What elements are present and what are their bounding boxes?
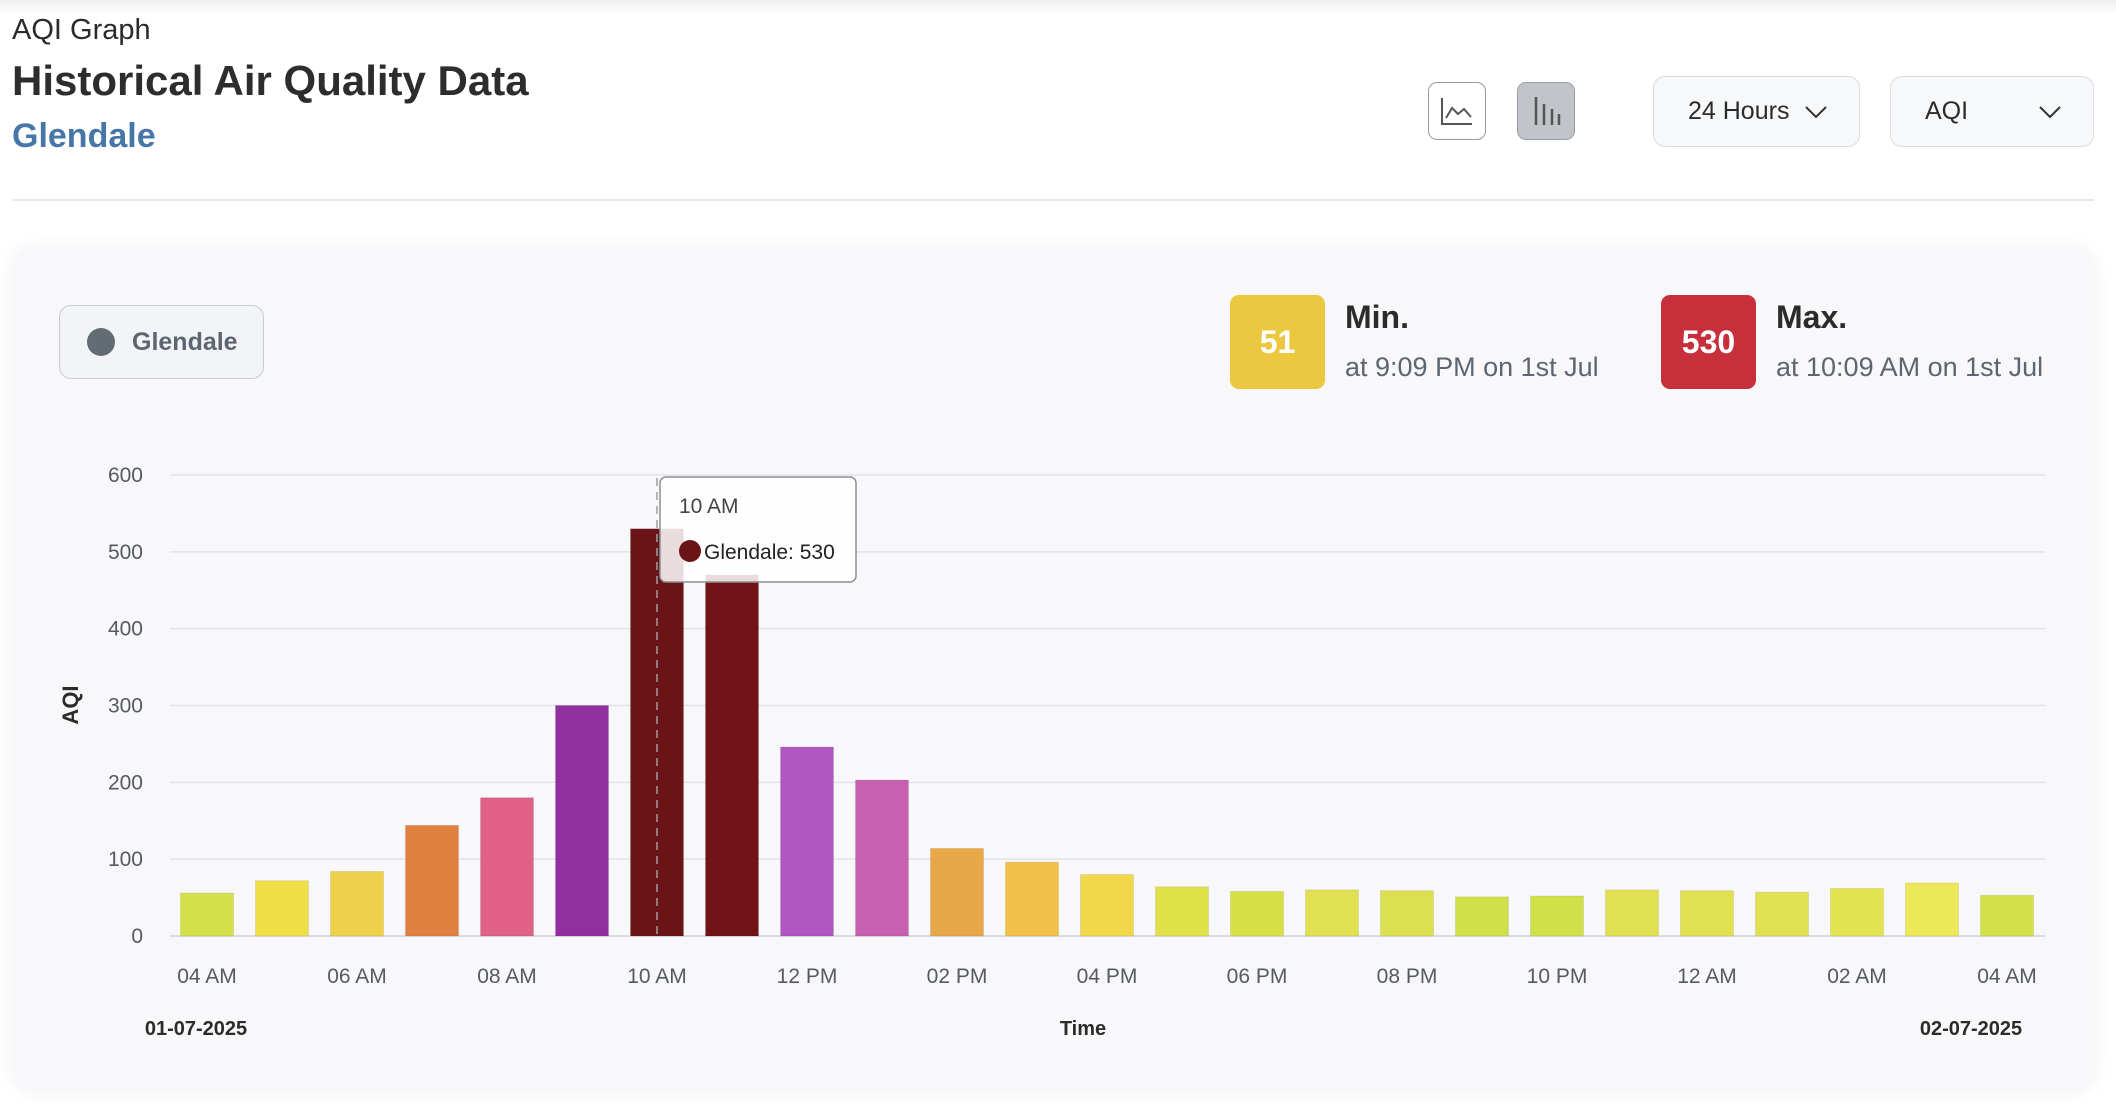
location-title: Glendale — [12, 117, 156, 155]
line-view-button[interactable] — [1428, 82, 1486, 140]
bar[interactable] — [1305, 889, 1359, 937]
x-tick-label: 10 PM — [1527, 965, 1588, 988]
bar[interactable] — [1080, 874, 1134, 937]
x-tick-label: 12 AM — [1677, 965, 1737, 988]
page-kicker: AQI Graph — [12, 14, 151, 46]
bar[interactable] — [1380, 890, 1434, 937]
max-title: Max. — [1776, 299, 1848, 335]
x-tick-label: 04 AM — [177, 965, 237, 988]
metric-dropdown[interactable]: AQI — [1890, 76, 2094, 147]
end-date-label: 02-07-2025 — [1920, 1018, 2022, 1040]
legend-toggle-glendale[interactable]: Glendale — [59, 305, 264, 379]
legend-label: Glendale — [132, 327, 238, 356]
bar[interactable] — [1005, 861, 1059, 937]
min-detail: at 9:09 PM on 1st Jul — [1345, 352, 1599, 382]
bar[interactable] — [480, 797, 534, 937]
x-tick-label: 04 AM — [1977, 965, 2037, 988]
max-value-badge: 530 — [1661, 295, 1756, 389]
bar[interactable] — [555, 705, 609, 937]
x-tick-label: 02 PM — [927, 965, 988, 988]
x-tick-label: 06 AM — [327, 965, 387, 988]
bar-view-button[interactable] — [1517, 82, 1575, 140]
tooltip-dot — [679, 540, 701, 562]
y-tick-label: 300 — [108, 695, 143, 718]
bar-chart-icon — [1534, 97, 1561, 125]
y-tick-label: 500 — [108, 541, 143, 564]
x-tick-label: 10 AM — [627, 965, 687, 988]
time-range-dropdown[interactable]: 24 Hours — [1653, 76, 1860, 147]
bar[interactable] — [1455, 896, 1509, 937]
max-detail: at 10:09 AM on 1st Jul — [1776, 352, 2044, 382]
bar[interactable] — [1755, 891, 1809, 937]
y-tick-label: 100 — [108, 848, 143, 871]
x-tick-label: 08 AM — [477, 965, 537, 988]
y-tick-label: 600 — [108, 464, 143, 487]
x-axis-title: Time — [1060, 1018, 1106, 1040]
page-title: Historical Air Quality Data — [12, 57, 529, 104]
x-tick-label: 12 PM — [777, 965, 838, 988]
y-tick-label: 200 — [108, 771, 143, 794]
bar[interactable] — [255, 880, 309, 937]
header: AQI Graph Historical Air Quality Data Gl… — [12, 14, 529, 156]
bar[interactable] — [1905, 882, 1959, 937]
x-tick-label: 02 AM — [1827, 965, 1887, 988]
bar[interactable] — [1680, 890, 1734, 937]
top-shadow — [0, 0, 2116, 14]
x-tick-label: 04 PM — [1077, 965, 1138, 988]
tooltip-value: Glendale: 530 — [704, 541, 835, 564]
bar[interactable] — [1230, 890, 1284, 937]
legend-dot — [87, 328, 115, 356]
chevron-down-icon — [2039, 106, 2061, 119]
tooltip: 10 AM Glendale: 530 — [659, 476, 857, 583]
start-date-label: 01-07-2025 — [145, 1018, 247, 1040]
bar[interactable] — [405, 824, 459, 937]
min-value-badge: 51 — [1230, 295, 1325, 389]
bar[interactable] — [780, 746, 834, 937]
y-tick-label: 0 — [131, 925, 143, 948]
line-chart-icon — [1441, 98, 1472, 125]
x-tick-label: 06 PM — [1227, 965, 1288, 988]
chevron-down-icon — [1805, 106, 1827, 119]
bar[interactable] — [705, 574, 759, 937]
bar[interactable] — [1980, 894, 2034, 937]
tooltip-box — [659, 476, 857, 583]
bar[interactable] — [1530, 895, 1584, 937]
bar[interactable] — [930, 847, 984, 937]
bar[interactable] — [1830, 887, 1884, 937]
y-axis-title: AQI — [58, 685, 83, 724]
bar[interactable] — [1155, 886, 1209, 937]
min-title: Min. — [1345, 299, 1409, 335]
time-range-label: 24 Hours — [1688, 97, 1790, 125]
bar[interactable] — [1605, 889, 1659, 937]
bar[interactable] — [855, 779, 909, 937]
metric-label: AQI — [1925, 97, 1969, 125]
bar[interactable] — [330, 870, 384, 937]
tooltip-time: 10 AM — [679, 495, 739, 518]
x-tick-label: 08 PM — [1377, 965, 1438, 988]
y-tick-label: 400 — [108, 618, 143, 641]
bar[interactable] — [180, 892, 234, 937]
header-divider — [12, 199, 2094, 201]
